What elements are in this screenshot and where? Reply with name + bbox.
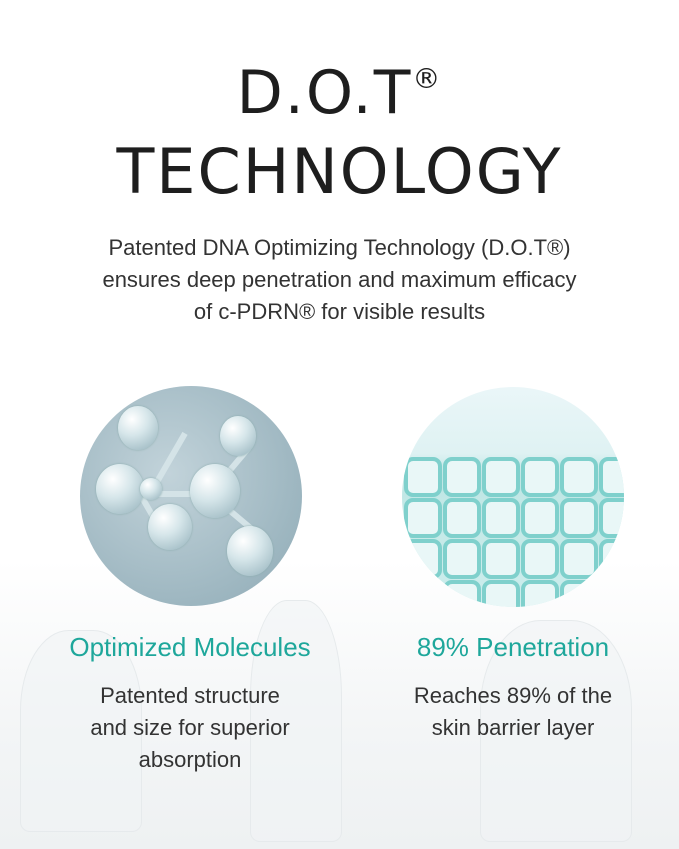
skin-cell — [560, 457, 598, 497]
skin-cell — [443, 539, 481, 579]
skin-cell — [482, 580, 520, 607]
skin-cell — [404, 580, 442, 607]
skin-cell — [599, 498, 624, 538]
skin-cell — [599, 539, 624, 579]
skin-cell — [521, 580, 559, 607]
skin-cell — [560, 580, 598, 607]
skin-cell — [404, 457, 442, 497]
feature-title-optimized-molecules: Optimized Molecules — [69, 632, 311, 662]
lab-glassware-background — [0, 560, 679, 849]
skin-cell — [443, 457, 481, 497]
skin-cell — [482, 498, 520, 538]
skin-cell — [599, 580, 624, 607]
feature-desc-penetration: Reaches 89% of the skin barrier layer — [413, 683, 613, 740]
skin-cell — [404, 539, 442, 579]
subtitle: Patented DNA Optimizing Technology (D.O.… — [102, 235, 577, 324]
skin-cell — [599, 457, 624, 497]
skin-cell — [443, 580, 481, 607]
heading-line1: D.O.T® — [236, 58, 443, 128]
skin-cell — [521, 498, 559, 538]
skin-cell — [560, 539, 598, 579]
skin-cell — [560, 498, 598, 538]
molecule-image — [80, 386, 302, 606]
skin-cell — [482, 539, 520, 579]
skin-cell — [404, 498, 442, 538]
skin-cell-image — [402, 387, 624, 607]
skin-cell — [521, 539, 559, 579]
feature-desc-optimized-molecules: Patented structure and size for superior a… — [90, 683, 290, 772]
skin-cell — [443, 498, 481, 538]
skin-cell — [482, 457, 520, 497]
feature-title-penetration: 89% Penetration — [416, 632, 610, 662]
heading-line2: TECHNOLOGY — [116, 135, 563, 208]
skin-cell — [521, 457, 559, 497]
